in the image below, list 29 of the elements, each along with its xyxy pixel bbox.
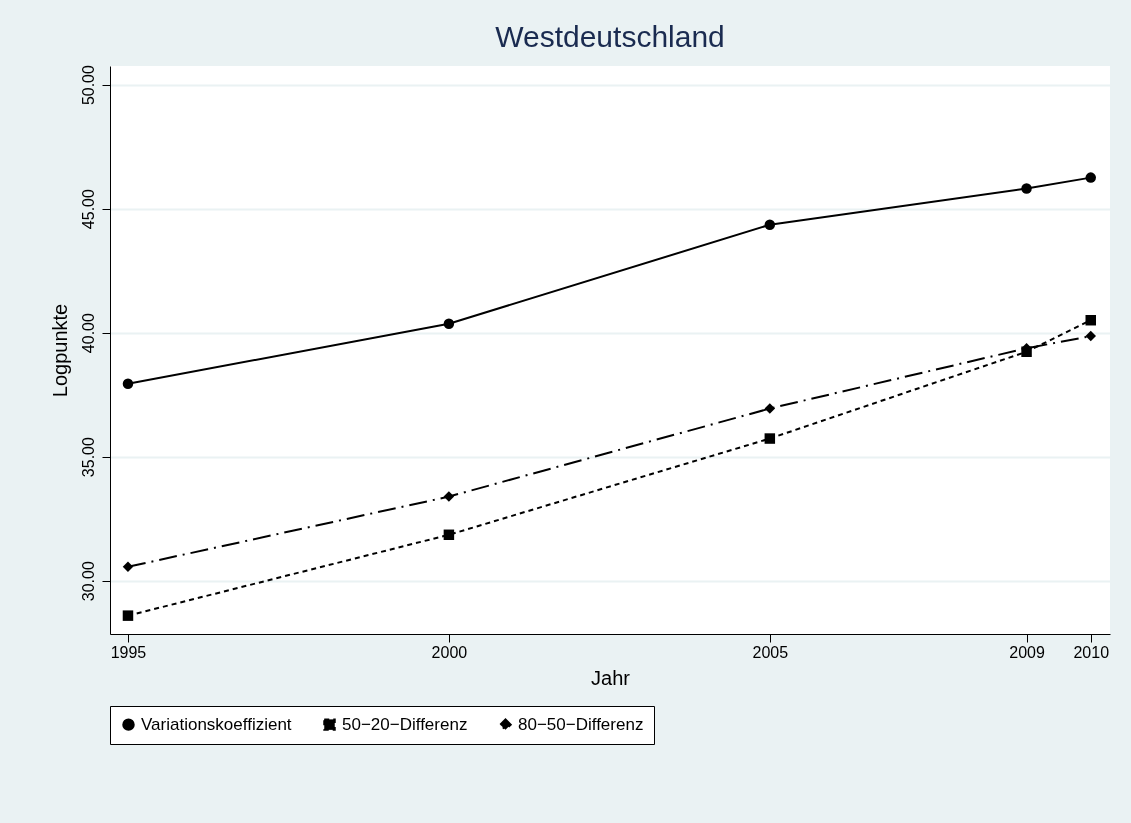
point xyxy=(443,491,455,502)
y-axis-title: Logpunkte xyxy=(48,303,71,398)
y-tick-label: 35.00 xyxy=(79,437,97,478)
y-tick-label: 50.00 xyxy=(79,64,97,106)
x-tick-label: 1995 xyxy=(110,643,147,661)
point xyxy=(1085,172,1096,183)
y-tick-label: 40.00 xyxy=(79,313,97,354)
point xyxy=(443,318,455,329)
x-tick-label: 2010 xyxy=(1073,643,1110,661)
x-tick-label: 2009 xyxy=(1009,643,1045,661)
point xyxy=(1021,183,1032,194)
point xyxy=(122,378,134,389)
y-tick-label: 30.00 xyxy=(79,561,97,602)
chart-title: Westdeutschland xyxy=(495,19,725,53)
point xyxy=(1085,314,1096,326)
legend-label: 80−50−Differenz xyxy=(518,714,644,734)
x-tick-label: 2000 xyxy=(431,643,468,661)
point xyxy=(1085,330,1096,342)
x-tick-label: 2005 xyxy=(752,643,789,661)
point xyxy=(122,561,134,573)
legend-label: 50−20−Differenz xyxy=(342,714,468,734)
point xyxy=(122,610,134,621)
point xyxy=(764,433,776,444)
point xyxy=(443,529,455,541)
point xyxy=(764,403,776,414)
legend-label: Variationskoeffizient xyxy=(141,714,292,734)
y-tick-label: 45.00 xyxy=(79,189,97,230)
point xyxy=(764,219,776,230)
x-axis-title: Jahr xyxy=(591,666,631,689)
